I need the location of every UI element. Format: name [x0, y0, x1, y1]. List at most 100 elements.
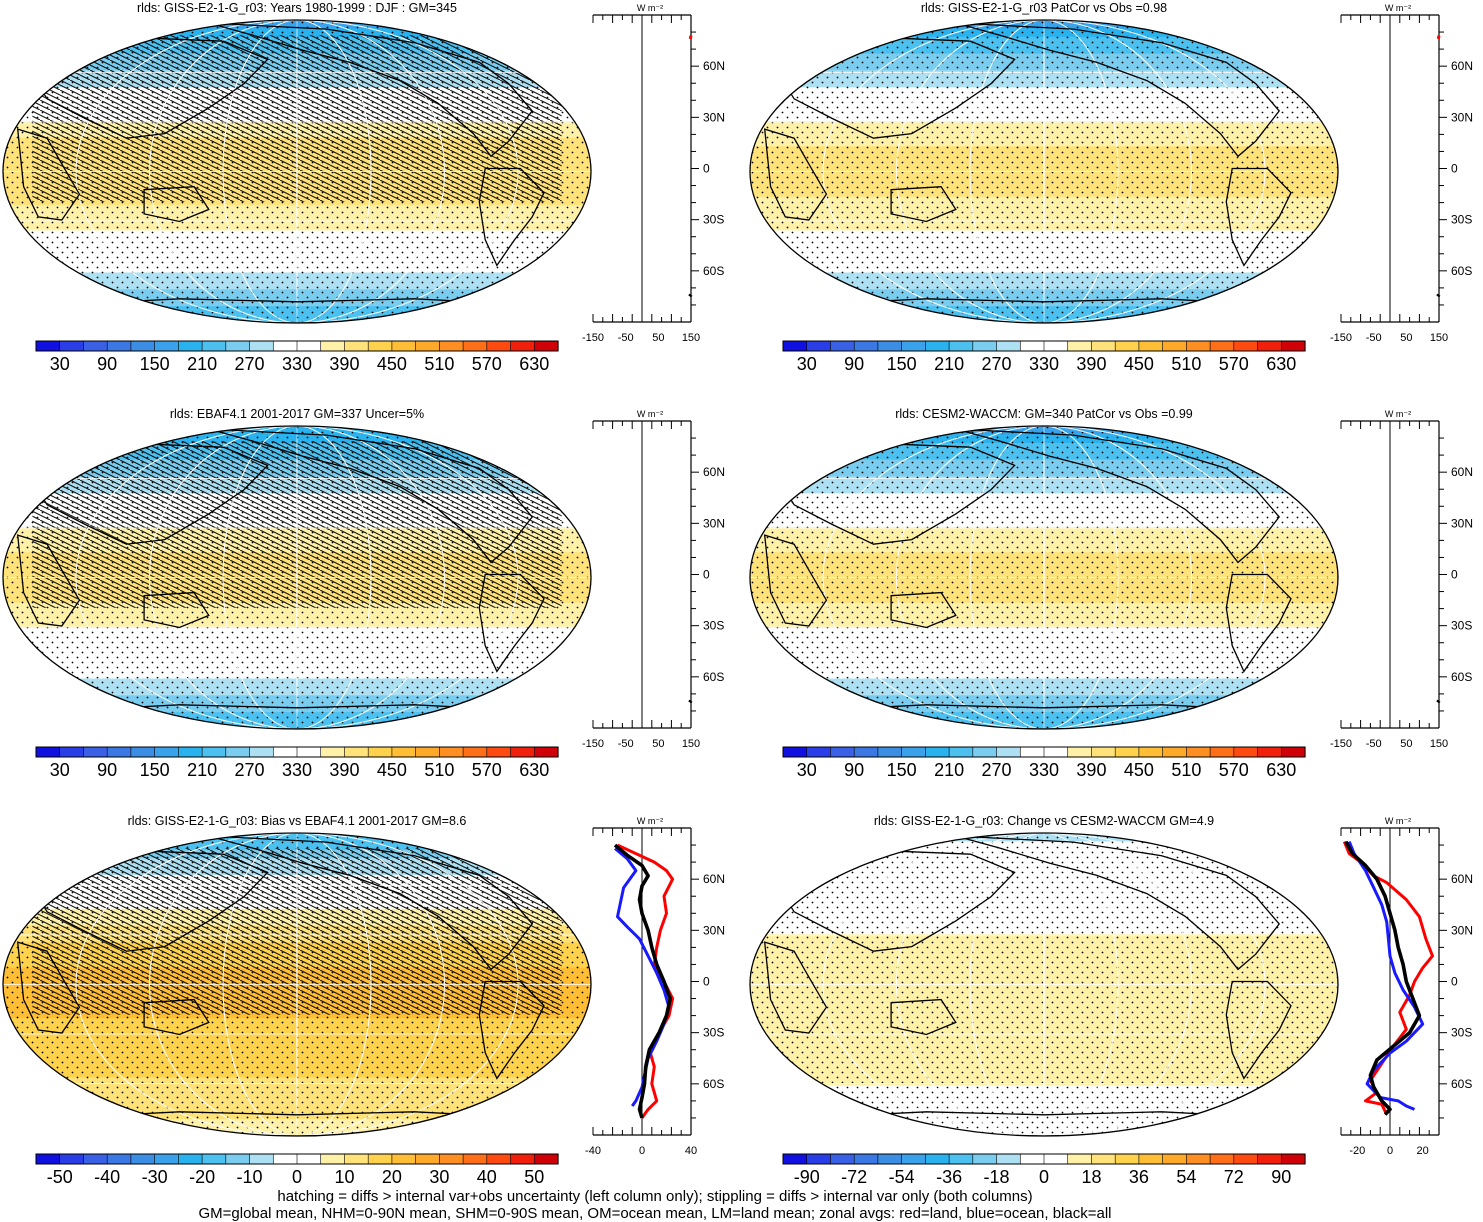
colorbar-swatch	[1209, 746, 1235, 758]
colorbar-label: 510	[1171, 354, 1201, 374]
colorbar-label: 390	[1076, 354, 1106, 374]
colorbar-label: 210	[934, 760, 964, 780]
colorbar-swatch	[462, 340, 488, 352]
profile-lat-label: 60S	[1451, 1077, 1472, 1091]
profile-lat-label: 0	[703, 568, 710, 582]
map-title: rlds: GISS-E2-1-G_r03: Years 1980-1999 :…	[137, 1, 457, 15]
colorbar-swatch	[272, 340, 298, 352]
colorbar-swatch	[1233, 1153, 1259, 1165]
coastline	[208, 428, 534, 564]
coastline	[16, 534, 81, 627]
colorbar-swatch	[178, 746, 203, 758]
profile-series-land	[1436, 35, 1441, 40]
profile-x-label: 150	[1430, 738, 1448, 750]
coastline	[890, 591, 957, 629]
colorbar-swatch	[130, 340, 156, 352]
colorbar-label: 390	[329, 354, 359, 374]
profile-x-label: -150	[582, 332, 604, 344]
profile-lat-label: 30N	[703, 923, 725, 937]
colorbar-label: 150	[887, 354, 917, 374]
colorbar-swatch	[948, 1153, 974, 1165]
zonal-profile-2: 60N 30N 0 30S 60S -150 -50 50 150 W m⁻²	[1330, 3, 1473, 344]
map-panel-4: rlds: CESM2-WACCM: GM=340 PatCor vs Obs …	[749, 407, 1339, 730]
colorbar-swatch	[1067, 746, 1093, 758]
colorbar-swatch	[925, 340, 950, 352]
coastline	[143, 998, 210, 1036]
colorbar-label: 210	[934, 354, 964, 374]
colorbar-swatch	[462, 746, 488, 758]
colorbar-swatch	[1114, 340, 1140, 352]
coastline	[890, 186, 957, 223]
profile-lat-label: 30S	[1451, 619, 1472, 633]
colorbar-swatch	[391, 1153, 417, 1165]
colorbar-swatch	[925, 746, 950, 758]
colorbar-swatch	[225, 340, 251, 352]
profile-x-label: 50	[1400, 738, 1412, 750]
colorbar-label: 0	[1039, 1167, 1049, 1187]
colorbar-1: 30 90 150 210 270 330 390 450 510 570 630	[35, 340, 559, 374]
profile-x-label: 150	[682, 738, 700, 750]
colorbar-3: 30 90 150 210 270 330 390 450 510 570 630	[35, 746, 559, 780]
colorbar-swatch	[830, 746, 855, 758]
colorbar-label: 10	[334, 1167, 354, 1187]
profile-series-all	[1436, 293, 1441, 298]
colorbar-swatch	[201, 340, 227, 352]
colorbar-swatch	[1067, 1153, 1093, 1165]
colorbar-swatch	[225, 746, 251, 758]
colorbar-swatch	[130, 746, 156, 758]
colorbar-label: 570	[472, 760, 502, 780]
colorbar-swatch	[391, 340, 417, 352]
colorbar-swatch	[296, 746, 322, 758]
colorbar-5: -50 -40 -30 -20 -10 0 10 20 30 40 50	[35, 1153, 559, 1187]
profile-unit: W m⁻²	[1385, 409, 1411, 419]
colorbar-label: 90	[1271, 1167, 1291, 1187]
footer-line-1: hatching = diffs > internal var+obs unce…	[277, 1188, 1033, 1205]
zonal-profile-4: 60N 30N 0 30S 60S -150 -50 50 150 W m⁻²	[1330, 409, 1473, 750]
colorbar-label: 90	[97, 760, 117, 780]
colorbar-swatch	[415, 746, 440, 758]
colorbar-label: 510	[424, 354, 454, 374]
colorbar-swatch	[320, 746, 346, 758]
colorbar-swatch	[415, 340, 440, 352]
colorbar-swatch	[439, 1153, 464, 1165]
colorbar-label: 450	[377, 760, 407, 780]
colorbar-swatch	[1162, 340, 1187, 352]
colorbar-swatch	[391, 746, 417, 758]
colorbar-swatch	[925, 1153, 950, 1165]
colorbar-swatch	[901, 746, 926, 758]
colorbar-swatch	[972, 340, 998, 352]
colorbar-swatch	[344, 340, 369, 352]
colorbar-swatch	[462, 1153, 488, 1165]
coastline	[763, 534, 828, 627]
colorbar-swatch	[35, 1153, 61, 1165]
colorbar-swatch	[830, 1153, 855, 1165]
zonal-profile-3: 60N 30N 0 30S 60S -150 -50 50 150 W m⁻²	[582, 409, 725, 750]
colorbar-swatch	[533, 746, 559, 758]
colorbar-swatch	[83, 1153, 108, 1165]
colorbar-swatch	[996, 746, 1021, 758]
coastline	[955, 835, 1281, 971]
colorbar-swatch	[344, 746, 369, 758]
profile-x-label: -50	[1366, 738, 1382, 750]
map-border	[749, 425, 1339, 730]
profile-lat-label: 60S	[703, 1077, 724, 1091]
coastline	[763, 128, 828, 221]
profile-lat-label: 30S	[703, 1026, 724, 1040]
profile-lat-label: 0	[1451, 568, 1458, 582]
colorbar-swatch	[249, 746, 274, 758]
colorbar-label: 36	[1129, 1167, 1149, 1187]
colorbar-swatch	[154, 746, 179, 758]
coastline	[478, 167, 545, 267]
figure: rlds: GISS-E2-1-G_r03: Years 1980-1999 :…	[2, 1, 1473, 1187]
map-panel-5: rlds: GISS-E2-1-G_r03: Bias vs EBAF4.1 2…	[2, 814, 592, 1137]
colorbar-label: 210	[187, 354, 217, 374]
colorbar-label: 50	[524, 1167, 544, 1187]
colorbar-swatch	[1067, 340, 1093, 352]
zonal-profile-6: 60N 30N 0 30S 60S -20 0 20 W m⁻²	[1340, 816, 1473, 1157]
profile-lat-label: 60N	[1451, 465, 1473, 479]
colorbar-swatch	[533, 340, 559, 352]
colorbar-swatch	[59, 340, 85, 352]
colorbar-swatch	[948, 340, 974, 352]
colorbar-swatch	[1257, 340, 1282, 352]
colorbar-swatch	[344, 1153, 369, 1165]
